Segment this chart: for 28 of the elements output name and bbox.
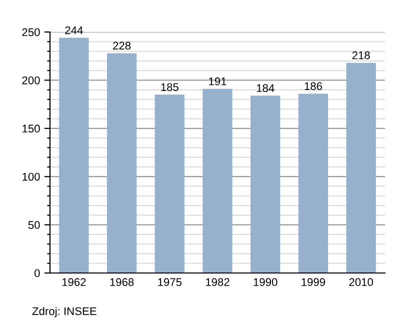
y-tick-label: 0	[34, 269, 40, 278]
data-label: 218	[352, 51, 370, 60]
bar	[298, 94, 328, 273]
data-label: 244	[65, 26, 83, 34]
x-tick-label: 1975	[158, 278, 182, 286]
y-tick-label: 150	[22, 124, 40, 133]
y-tick-label: 200	[22, 76, 40, 84]
data-label: 185	[161, 83, 178, 92]
bar	[106, 53, 137, 273]
y-tick-label: 250	[22, 28, 40, 36]
data-label: 184	[256, 84, 274, 92]
bar	[346, 62, 376, 273]
data-label: 228	[113, 42, 131, 50]
bar	[202, 88, 232, 273]
y-tick-label: 50	[28, 221, 40, 229]
x-tick-label: 1968	[110, 278, 134, 286]
x-tick-label: 1990	[254, 278, 278, 286]
y-tick-label: 100	[22, 172, 40, 181]
x-tick-label: 1999	[302, 278, 326, 286]
x-tick-label: 2010	[349, 278, 373, 286]
text: Zdroj: INSEE	[32, 306, 96, 318]
bar	[250, 96, 280, 273]
x-tick-label: 1982	[206, 278, 230, 286]
bar	[59, 38, 89, 273]
data-label: 186	[304, 82, 322, 90]
data-label: 191	[209, 77, 226, 86]
bar	[154, 94, 184, 273]
x-tick-label: 1962	[62, 278, 86, 286]
